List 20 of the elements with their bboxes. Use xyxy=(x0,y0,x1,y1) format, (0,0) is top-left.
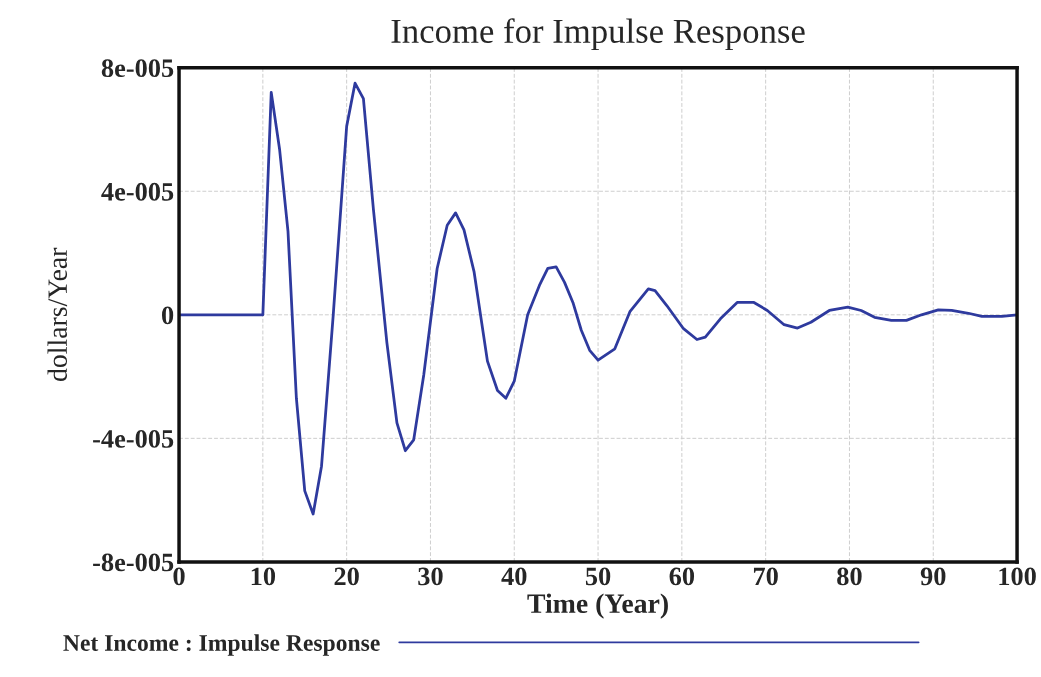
x-tick-label: 20 xyxy=(334,567,359,586)
line-series xyxy=(179,81,1018,516)
y-tick-label: 0 xyxy=(162,306,174,325)
x-tick-label: 70 xyxy=(753,567,778,586)
y-tick-label: 4e-005 xyxy=(101,182,174,201)
x-tick-label: 30 xyxy=(418,567,443,586)
x-tick-label: 50 xyxy=(585,567,611,586)
x-tick-label: 80 xyxy=(837,567,862,586)
y-tick-label: -4e-005 xyxy=(93,429,174,448)
chart-title: Income for Impulse Response xyxy=(391,18,805,51)
y-tick-label: 8e-005 xyxy=(101,59,174,78)
x-tick-label: 100 xyxy=(999,567,1036,586)
y-tick-label: -8e-005 xyxy=(93,553,174,572)
text: Net Income : Impulse Response xyxy=(63,634,380,656)
x-axis-title: Time (Year) xyxy=(527,593,668,619)
x-tick-label: 10 xyxy=(251,567,276,586)
y-axis-title: dollars/Year xyxy=(47,247,68,382)
x-tick-label: 60 xyxy=(669,567,695,586)
x-tick-label: 40 xyxy=(501,567,527,586)
x-tick-label: 90 xyxy=(920,567,946,586)
